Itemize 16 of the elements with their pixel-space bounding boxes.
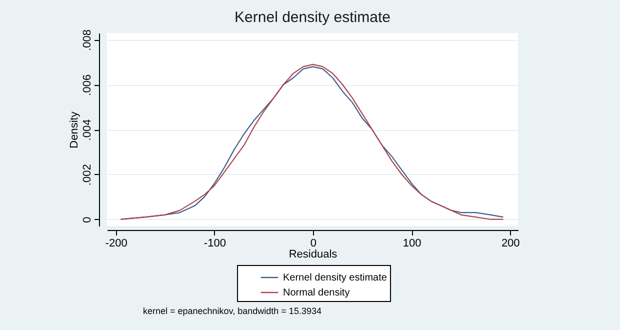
text: kernel = epanechnikov, bandwidth = 15.3934	[143, 306, 322, 316]
chart-title: Kernel density estimate	[234, 9, 390, 26]
x-axis-title: Residuals	[288, 248, 338, 260]
y-axis-title: Density	[68, 111, 80, 148]
y-tick-label: 0	[82, 216, 94, 223]
x-tick-label: 0	[310, 238, 317, 250]
x-tick-label: -100	[204, 238, 226, 250]
legend-label: Kernel density estimate	[283, 272, 388, 284]
x-tick-label: 100	[402, 238, 422, 250]
y-tick-label: .004	[82, 119, 94, 141]
y-tick-label: .002	[82, 164, 94, 186]
y-tick-label: .008	[82, 30, 94, 51]
x-tick-label: 200	[501, 238, 520, 250]
x-tick-label: -200	[105, 238, 128, 250]
legend-label: Normal density	[283, 288, 350, 298]
y-tick-label: .006	[82, 74, 94, 96]
